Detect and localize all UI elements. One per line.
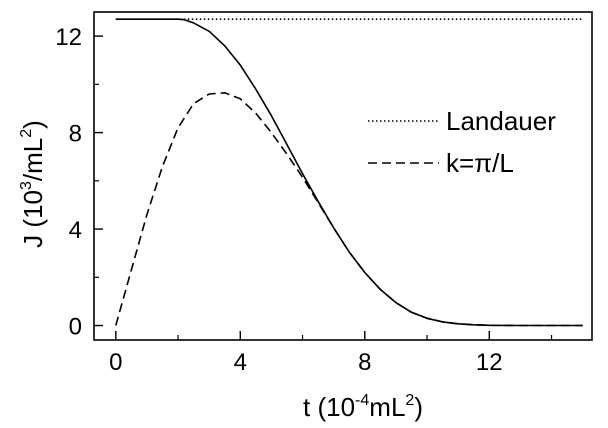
x-tick-label: 4 (234, 349, 247, 376)
legend-label: Landauer (446, 106, 556, 136)
legend: Landauer k=π/L (368, 106, 556, 178)
x-tick-label: 8 (358, 349, 371, 376)
axis-ticks (94, 35, 553, 340)
y-axis-title: J (103/mL2) (18, 120, 48, 248)
y-axis-title-unit-exponent: 2 (18, 129, 35, 138)
x-axis-title-unit-exponent: 2 (405, 392, 414, 409)
y-tick-label: 0 (69, 314, 82, 341)
axis-tick-labels: 0 4 8 12 0 4 8 12 (55, 24, 502, 376)
legend-label: k=π/L (446, 148, 514, 178)
x-axis-title: t (10-4mL2) (303, 392, 423, 422)
y-tick-label: 12 (55, 24, 82, 51)
plot-frame (93, 11, 593, 341)
y-axis-title-exponent: 3 (18, 181, 35, 190)
series-dashed-line (115, 92, 583, 327)
plot-border (93, 11, 593, 341)
y-tick-label: 4 (69, 217, 82, 244)
x-tick-label: 0 (109, 349, 122, 376)
curves (115, 18, 583, 327)
x-axis-title-exponent: -4 (355, 392, 369, 409)
y-tick-label: 8 (69, 121, 82, 148)
x-tick-label: 12 (476, 349, 503, 376)
